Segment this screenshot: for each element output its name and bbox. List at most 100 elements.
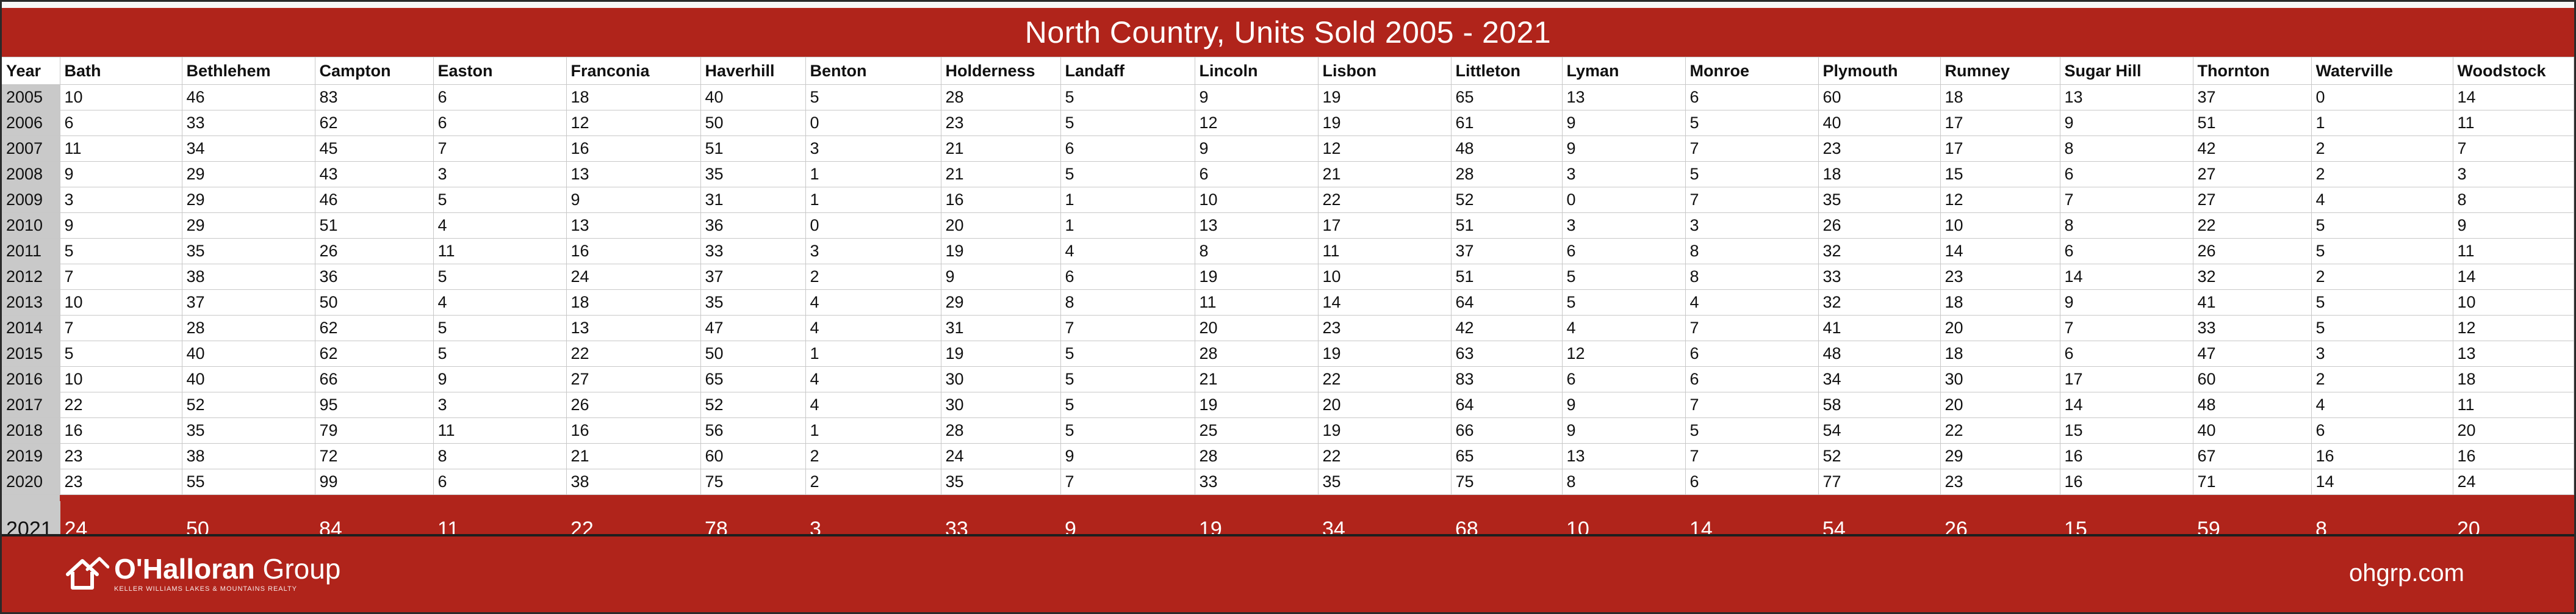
units-cell: 4 xyxy=(805,289,941,316)
units-cell: 4 xyxy=(805,392,941,418)
units-cell: 5 xyxy=(1685,417,1819,444)
column-header-franconia: Franconia xyxy=(566,57,701,85)
units-cell: 6 xyxy=(433,84,567,110)
units-cell: 7 xyxy=(2060,187,2193,213)
units-cell: 47 xyxy=(2193,341,2312,367)
units-cell: 52 xyxy=(700,392,806,418)
units-cell: 8 xyxy=(1060,289,1195,316)
units-cell: 16 xyxy=(566,238,701,264)
units-cell: 5 xyxy=(433,187,567,213)
units-cell: 22 xyxy=(2193,212,2312,239)
spacer-cell xyxy=(433,494,566,501)
units-cell: 27 xyxy=(2193,187,2312,213)
units-cell: 66 xyxy=(315,366,434,392)
units-cell: 7 xyxy=(1685,135,1819,162)
units-cell: 20 xyxy=(941,212,1061,239)
year-cell: 2006 xyxy=(2,110,60,136)
year-cell: 2012 xyxy=(2,264,60,290)
units-cell: 33 xyxy=(2193,315,2312,341)
units-cell: 14 xyxy=(1318,289,1452,316)
units-cell: 2 xyxy=(2311,161,2453,187)
units-cell: 19 xyxy=(1318,417,1452,444)
units-cell: 12 xyxy=(2453,315,2574,341)
units-cell: 9 xyxy=(1060,443,1195,469)
house-outline-icon xyxy=(66,557,109,590)
units-cell: 51 xyxy=(1451,264,1563,290)
year-cell: 2009 xyxy=(2,187,60,213)
units-cell: 2 xyxy=(805,469,941,495)
units-cell: 16 xyxy=(2311,443,2453,469)
units-cell: 38 xyxy=(566,469,701,495)
units-cell: 5 xyxy=(2311,315,2453,341)
units-cell: 41 xyxy=(2193,289,2312,316)
table-row: 2014 7 28 62 5 13 47 4 31 7 20 23 42 4 7 41 20 7 33 5 12 xyxy=(2,315,2574,341)
units-cell: 14 xyxy=(1940,238,2060,264)
units-cell: 3 xyxy=(2311,341,2453,367)
units-cell: 20 xyxy=(1318,392,1452,418)
units-cell: 35 xyxy=(1818,187,1941,213)
units-cell: 2 xyxy=(2311,135,2453,162)
units-cell: 21 xyxy=(941,135,1061,162)
units-cell: 71 xyxy=(2193,469,2312,495)
units-cell: 40 xyxy=(2193,417,2312,444)
units-cell: 28 xyxy=(1195,443,1319,469)
units-cell: 7 xyxy=(60,264,182,290)
units-cell: 14 xyxy=(2453,264,2574,290)
table-row: 2018 16 35 79 11 16 56 1 28 5 25 19 66 9 5 54 22 15 40 6 20 xyxy=(2,417,2574,444)
units-cell: 48 xyxy=(1818,341,1941,367)
units-cell: 7 xyxy=(1685,315,1819,341)
units-cell: 8 xyxy=(1195,238,1319,264)
units-cell: 10 xyxy=(1195,187,1319,213)
units-cell: 16 xyxy=(2453,443,2574,469)
units-cell: 32 xyxy=(1818,238,1941,264)
units-cell: 19 xyxy=(1195,264,1319,290)
units-cell: 5 xyxy=(60,238,182,264)
units-cell: 1 xyxy=(805,341,941,367)
units-cell: 65 xyxy=(1451,443,1563,469)
units-cell: 14 xyxy=(2311,469,2453,495)
units-cell: 34 xyxy=(1818,366,1941,392)
units-cell: 6 xyxy=(1685,341,1819,367)
units-cell: 29 xyxy=(1940,443,2060,469)
units-cell: 4 xyxy=(1685,289,1819,316)
units-cell: 38 xyxy=(182,443,315,469)
spacer-cell xyxy=(1451,494,1562,501)
units-cell: 25 xyxy=(1195,417,1319,444)
units-cell: 9 xyxy=(1562,392,1686,418)
column-header-year: Year xyxy=(2,57,60,85)
units-cell: 58 xyxy=(1818,392,1941,418)
units-cell: 8 xyxy=(2060,135,2193,162)
spacer-cell xyxy=(1940,494,2060,501)
units-cell: 1 xyxy=(2311,110,2453,136)
units-cell: 48 xyxy=(1451,135,1563,162)
units-cell: 64 xyxy=(1451,289,1563,316)
units-cell: 33 xyxy=(1195,469,1319,495)
units-cell: 1 xyxy=(1060,187,1195,213)
units-cell: 12 xyxy=(1195,110,1319,136)
units-cell: 40 xyxy=(182,341,315,367)
units-cell: 6 xyxy=(1195,161,1319,187)
year-cell: 2008 xyxy=(2,161,60,187)
units-cell: 46 xyxy=(315,187,434,213)
spacer-cell xyxy=(1318,494,1451,501)
units-cell: 11 xyxy=(433,238,567,264)
units-cell: 6 xyxy=(1562,238,1686,264)
year-cell: 2014 xyxy=(2,315,60,341)
units-cell: 5 xyxy=(1060,161,1195,187)
units-cell: 37 xyxy=(2193,84,2312,110)
units-cell: 35 xyxy=(182,238,315,264)
units-cell: 5 xyxy=(1685,161,1819,187)
spacer-cell xyxy=(805,494,941,501)
logo-name: O'Halloran Group xyxy=(114,554,340,584)
units-cell: 8 xyxy=(1562,469,1686,495)
units-cell: 9 xyxy=(1195,84,1319,110)
units-cell: 18 xyxy=(566,84,701,110)
units-cell: 5 xyxy=(1060,366,1195,392)
units-cell: 29 xyxy=(941,289,1061,316)
spacer-cell xyxy=(566,494,700,501)
units-cell: 16 xyxy=(566,417,701,444)
title-banner: North Country, Units Sold 2005 - 2021 xyxy=(2,8,2574,57)
units-cell: 2 xyxy=(2311,366,2453,392)
column-header-thornton: Thornton xyxy=(2193,57,2312,85)
units-cell: 37 xyxy=(1451,238,1563,264)
